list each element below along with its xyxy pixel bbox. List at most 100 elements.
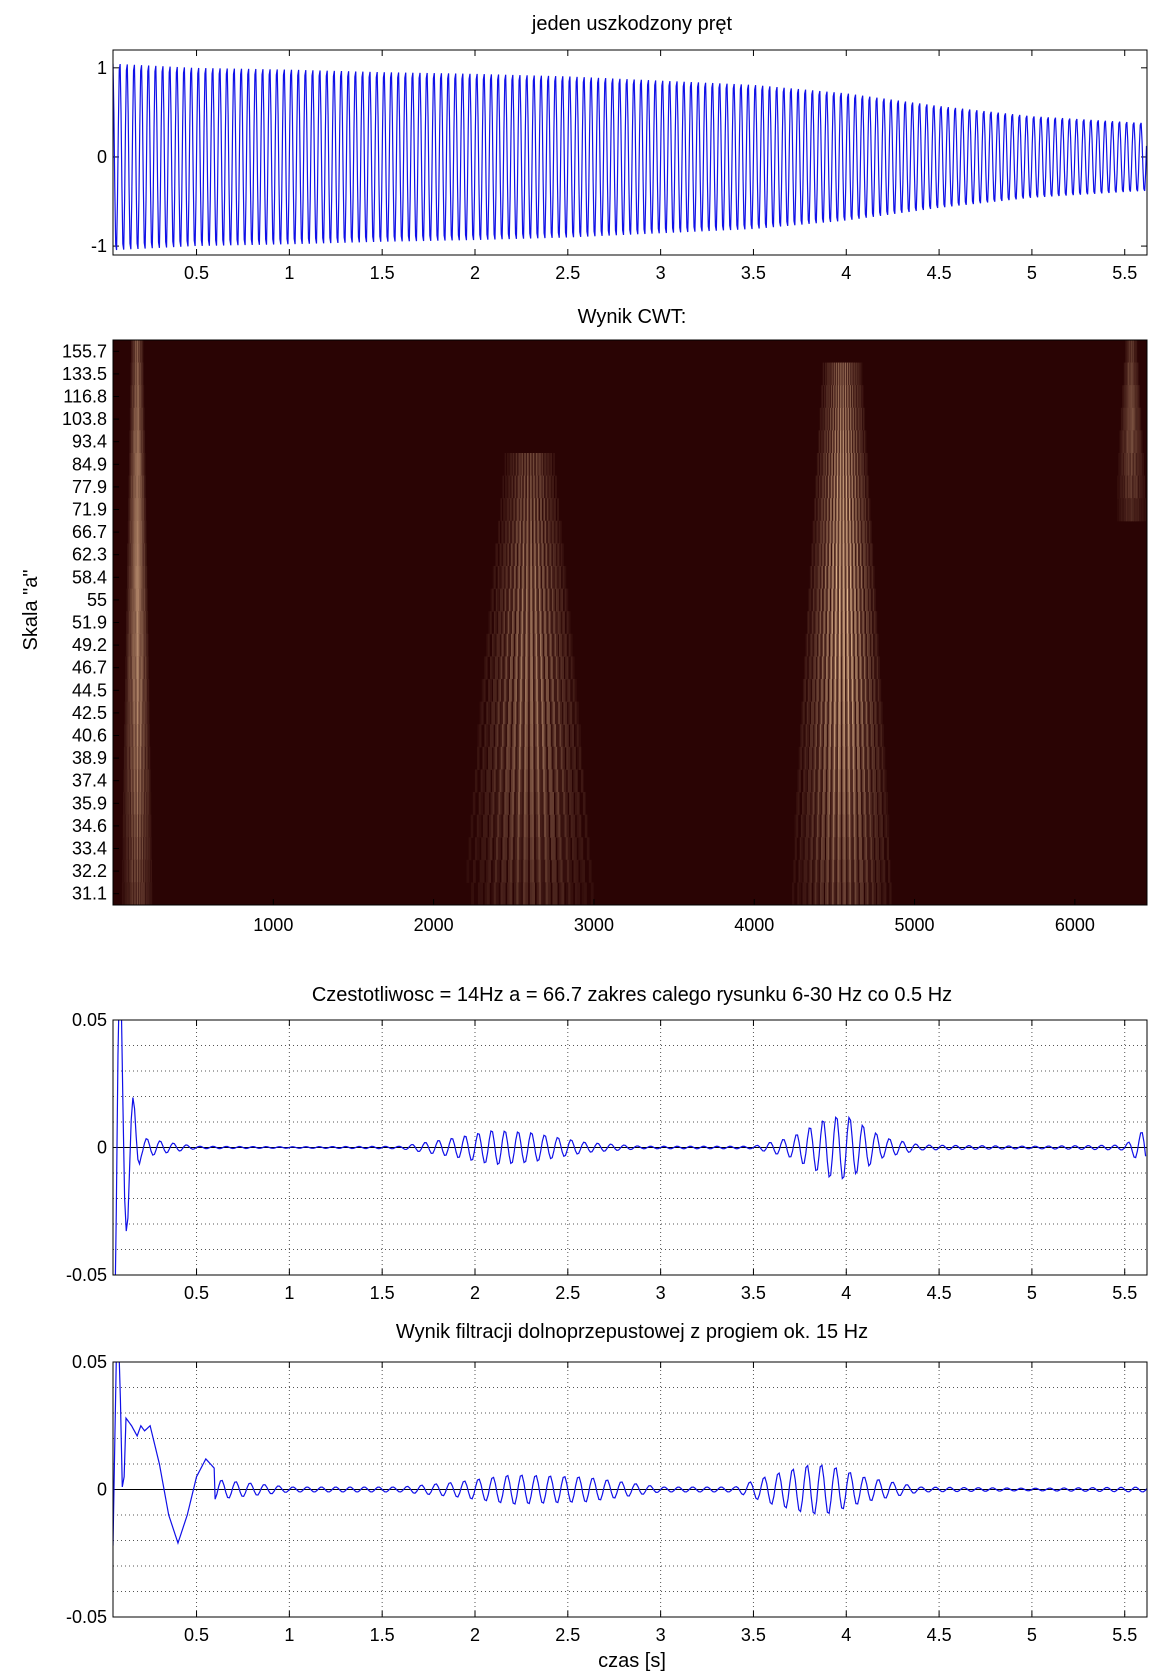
heatmap-cell [529, 701, 533, 725]
heatmap-cell [871, 633, 874, 657]
heatmap-cell [865, 430, 867, 454]
heatmap-cell [825, 407, 828, 431]
heatmap-cell [538, 475, 540, 499]
heatmap-cell [861, 611, 864, 635]
heatmap-cell [542, 656, 545, 680]
heatmap-cell [824, 475, 826, 499]
heatmap-cell [540, 633, 543, 657]
heatmap-cell [540, 746, 544, 770]
heatmap-cell [531, 701, 534, 725]
heatmap-cell [501, 814, 504, 838]
heatmap-cell [558, 701, 561, 725]
heatmap-cell [843, 498, 845, 522]
heatmap-cell [1132, 498, 1134, 522]
heatmap-cell [526, 453, 528, 477]
x-tick-label: 1.5 [370, 1625, 395, 1645]
heatmap-cell [502, 656, 505, 680]
heatmap-cell [509, 611, 512, 635]
y-tick-label: 0.05 [72, 1352, 107, 1372]
heatmap-cell [821, 475, 824, 499]
heatmap-cell [871, 746, 874, 770]
heatmap-cell [879, 792, 882, 816]
heatmap-cell [827, 679, 830, 703]
heatmap-cell [850, 792, 853, 816]
heatmap-cell [831, 566, 834, 590]
heatmap-cell [829, 520, 832, 544]
heatmap-cell [513, 543, 516, 567]
heatmap-cell [504, 543, 507, 567]
heatmap-cell [528, 453, 530, 477]
heatmap-cell [798, 746, 801, 770]
heatmap-cell [557, 611, 560, 635]
heatmap-cell [888, 859, 891, 883]
heatmap-cell [819, 453, 821, 477]
heatmap-cell [889, 882, 892, 905]
heatmap-cell [513, 701, 516, 725]
heatmap-cell [835, 520, 838, 544]
heatmap-cell [534, 859, 537, 883]
heatmap-cell [582, 859, 585, 883]
heatmap-cell [841, 701, 843, 725]
heatmap-cell [510, 724, 513, 748]
heatmap-cell [827, 430, 829, 454]
heatmap-cell [881, 724, 884, 748]
heatmap-cell [835, 566, 838, 590]
heatmap-cell [865, 701, 868, 725]
heatmap-cell [524, 724, 527, 748]
heatmap-cell [129, 498, 131, 522]
heatmap-cell [527, 566, 530, 590]
heatmap-cell [856, 430, 859, 454]
heatmap-cell [496, 633, 499, 657]
heatmap-cell [541, 882, 544, 905]
heatmap-cell [146, 543, 147, 567]
heatmap-cell [126, 792, 128, 816]
heatmap-cell [584, 882, 587, 905]
heatmap-cell [506, 543, 509, 567]
heatmap-cell [804, 656, 807, 680]
heatmap-cell [525, 837, 529, 861]
heatmap-cell [828, 430, 831, 454]
heatmap-cell [843, 769, 846, 793]
heatmap-cell [827, 453, 830, 477]
heatmap-cell [125, 882, 127, 905]
heatmap-cell [518, 633, 521, 657]
heatmap-cell [521, 520, 523, 544]
heatmap-cell [814, 882, 817, 905]
heatmap-cell [830, 362, 832, 386]
heatmap-cell [831, 814, 834, 838]
heatmap-cell [524, 633, 527, 657]
heatmap-cell [799, 882, 802, 905]
heatmap-cell [824, 588, 826, 612]
heatmap-cell [498, 611, 501, 635]
heatmap-cell [830, 498, 832, 522]
heatmap-cell [842, 837, 845, 861]
heatmap-cell [528, 611, 531, 635]
heatmap-cell [814, 792, 817, 816]
heatmap-cell [838, 385, 840, 409]
heatmap-cell [843, 611, 846, 635]
heatmap-cell [555, 475, 557, 499]
heatmap-cell [847, 814, 850, 838]
heatmap-cell [854, 453, 856, 477]
heatmap-cell [526, 520, 529, 544]
heatmap-cell [834, 566, 837, 590]
heatmap-cell [536, 837, 539, 861]
heatmap-cell [144, 430, 146, 454]
heatmap-cell [845, 566, 848, 590]
heatmap-cell [526, 543, 529, 567]
heatmap-cell [543, 611, 546, 635]
heatmap-cell [855, 385, 857, 409]
heatmap-cell [540, 611, 543, 635]
heatmap-cell [854, 679, 857, 703]
x-tick-label: 3.5 [741, 1283, 766, 1303]
heatmap-cell [837, 701, 839, 725]
heatmap-cell [554, 543, 556, 567]
heatmap-cell [518, 701, 521, 725]
heatmap-cell [477, 837, 480, 861]
heatmap-cell [852, 385, 854, 409]
heatmap-cell [839, 430, 841, 454]
panel-4-xlabel: czas [s] [598, 1650, 666, 1672]
heatmap-cell [499, 814, 502, 838]
heatmap-cell [861, 430, 863, 454]
heatmap-cell [537, 656, 540, 680]
